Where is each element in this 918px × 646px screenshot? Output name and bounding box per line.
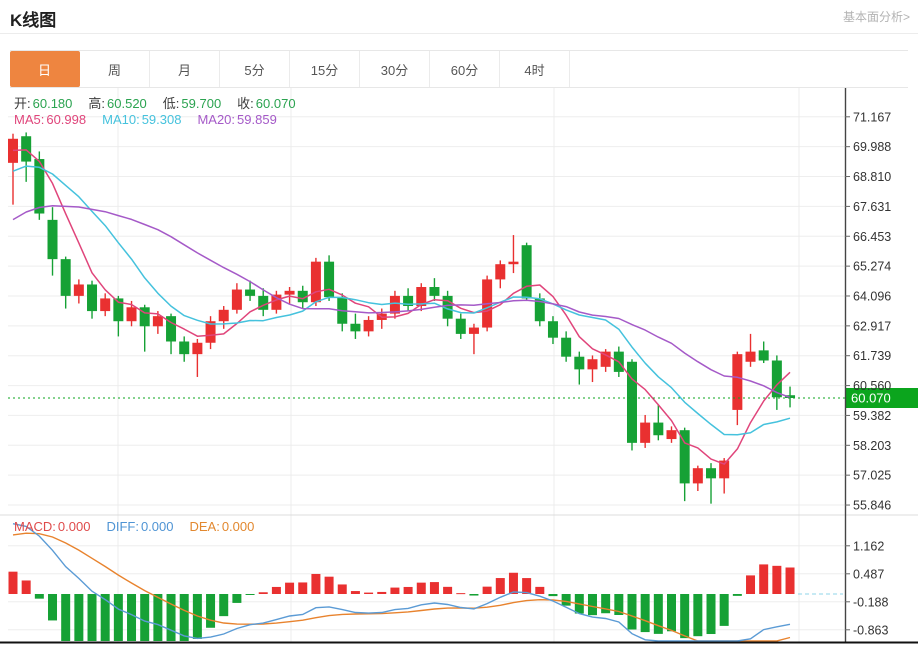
ma10-line: [12, 165, 791, 436]
ma20-line: [12, 205, 791, 399]
svg-text:62.917: 62.917: [853, 319, 891, 333]
svg-text:58.203: 58.203: [853, 439, 891, 453]
main-axis-labels: 71.167 69.988 68.810 67.631 66.453 65.274 64.0…: [845, 110, 891, 513]
panel-frame: [0, 88, 918, 644]
svg-text:59.382: 59.382: [853, 409, 891, 423]
svg-text:71.167: 71.167: [853, 110, 891, 124]
ma5-line: [12, 149, 791, 465]
svg-text:1.162: 1.162: [853, 539, 884, 553]
svg-text:68.810: 68.810: [853, 170, 891, 184]
svg-text:64.096: 64.096: [853, 289, 891, 303]
diff-line: [12, 523, 791, 642]
svg-text:0.487: 0.487: [853, 567, 884, 581]
page-title: K线图: [10, 11, 57, 30]
svg-text:60.070: 60.070: [851, 391, 891, 406]
period-tabbar: 日周月 5分 15分 30分 60分 4时: [10, 50, 908, 88]
svg-text:60.560: 60.560: [853, 379, 891, 393]
chart-canvas[interactable]: 60.070 71.167 69.988 68.810 67.631 66.453 65.2…: [0, 88, 918, 646]
tab-month[interactable]: 月: [150, 51, 220, 87]
tab-5min[interactable]: 5分: [220, 51, 290, 87]
svg-text:55.846: 55.846: [853, 499, 891, 513]
tab-day[interactable]: 日: [10, 51, 80, 87]
tab-15min[interactable]: 15分: [290, 51, 360, 87]
fundamental-analysis-link[interactable]: 基本面分析>: [842, 10, 910, 24]
current-price-badge: 60.070: [846, 388, 918, 408]
candles-layer: [8, 132, 796, 504]
svg-text:61.739: 61.739: [853, 349, 891, 363]
svg-text:-0.188: -0.188: [853, 595, 888, 609]
svg-text:69.988: 69.988: [853, 140, 891, 154]
svg-text:65.274: 65.274: [853, 260, 891, 274]
svg-text:57.025: 57.025: [853, 469, 891, 483]
tab-30min[interactable]: 30分: [360, 51, 430, 87]
svg-text:67.631: 67.631: [853, 200, 891, 214]
svg-text:66.453: 66.453: [853, 230, 891, 244]
title-divider: [0, 33, 918, 34]
grid-layer: [8, 88, 845, 642]
tab-week[interactable]: 周: [80, 51, 150, 87]
svg-text:-0.863: -0.863: [853, 623, 888, 637]
macd-axis-labels: 1.162 0.487 -0.188 -0.863: [845, 539, 888, 637]
tab-4hour[interactable]: 4时: [500, 51, 570, 87]
dea-line: [12, 532, 791, 642]
tab-60min[interactable]: 60分: [430, 51, 500, 87]
